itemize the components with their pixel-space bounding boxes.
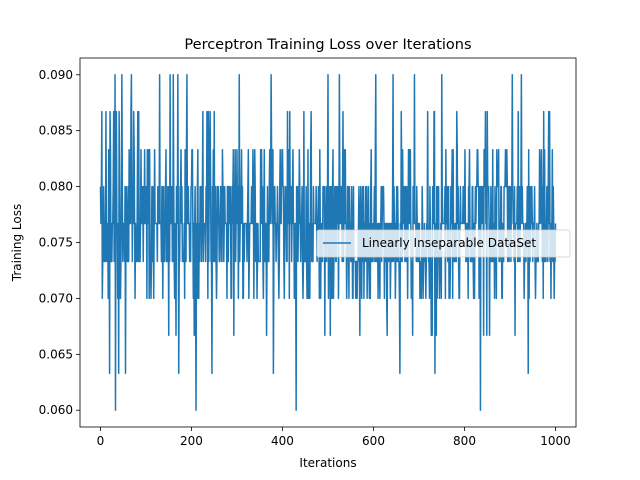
legend: Linearly Inseparable DataSet	[316, 229, 571, 258]
x-tick-label: 400	[271, 434, 294, 448]
y-tick-label: 0.080	[39, 180, 73, 194]
series-line-linearly-inseparable-dataset	[99, 74, 557, 411]
y-tick-label: 0.065	[39, 347, 73, 361]
legend-box	[316, 229, 571, 258]
series-lines	[99, 74, 557, 411]
chart-title: Perceptron Training Loss over Iterations	[184, 37, 471, 53]
x-axis-ticks: 0 200 400 600 800 1000	[97, 427, 571, 448]
legend-label: Linearly Inseparable DataSet	[362, 236, 536, 250]
y-axis-ticks: 0.060 0.065 0.070 0.075 0.080 0.085 0.090	[39, 68, 80, 417]
y-tick-label: 0.085	[39, 124, 73, 138]
y-tick-label: 0.075	[39, 236, 73, 250]
x-tick-label: 0	[97, 434, 105, 448]
x-tick-label: 200	[180, 434, 203, 448]
y-tick-label: 0.070	[39, 291, 73, 305]
x-tick-label: 800	[453, 434, 476, 448]
y-tick-label: 0.060	[39, 403, 73, 417]
x-tick-label: 600	[362, 434, 385, 448]
y-tick-label: 0.090	[39, 68, 73, 82]
x-tick-label: 1000	[540, 434, 571, 448]
x-axis-label: Iterations	[299, 456, 356, 470]
y-axis-label: Training Loss	[10, 204, 24, 282]
